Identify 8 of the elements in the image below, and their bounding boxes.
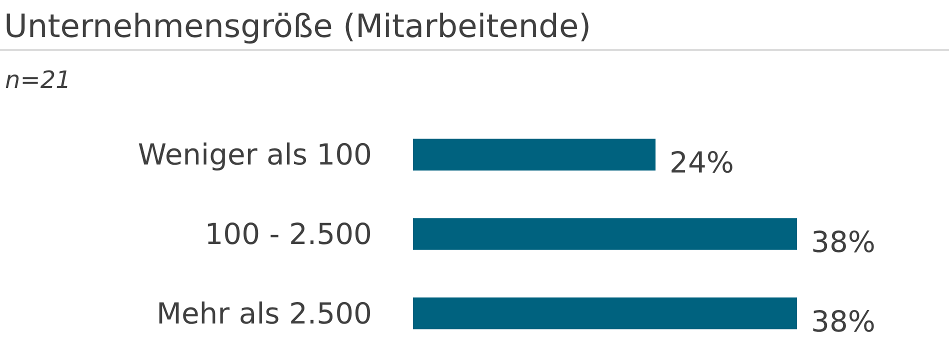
chart-title: Unternehmensgröße (Mitarbeitende) (4, 7, 592, 45)
data-label: 38% (811, 225, 876, 259)
text: n=21 (5, 66, 71, 94)
data-label: 24% (670, 146, 734, 180)
y-tick-label: Weniger als 100 (138, 138, 372, 172)
y-tick-label: 100 - 2.500 (204, 217, 372, 251)
data-label: 38% (811, 304, 876, 338)
y-tick-label: Mehr als 2.500 (156, 296, 372, 330)
